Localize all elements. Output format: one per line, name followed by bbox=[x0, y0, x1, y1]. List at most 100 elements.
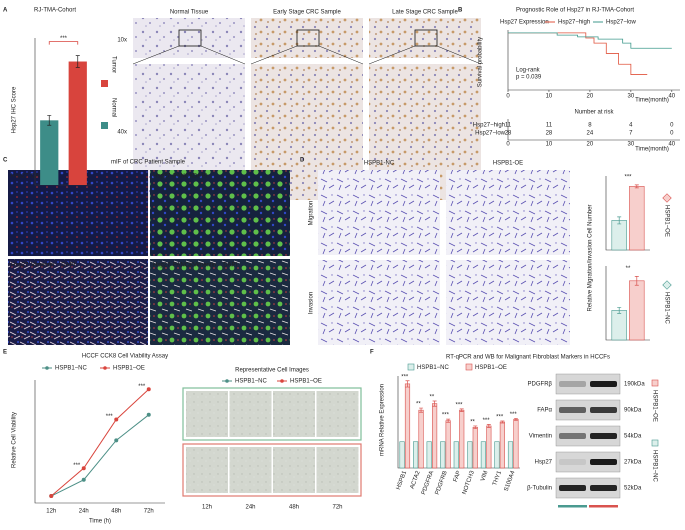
image-column-title: HSPB1-NC bbox=[364, 161, 395, 167]
bar bbox=[629, 186, 645, 251]
blot-strip bbox=[555, 451, 621, 473]
blot-strip bbox=[555, 477, 621, 499]
x-tick-label: 0 bbox=[506, 142, 510, 148]
blot-band bbox=[559, 433, 586, 439]
error-bar bbox=[513, 417, 518, 421]
risk-table-title: Number at risk bbox=[574, 110, 614, 116]
significance: *** bbox=[73, 463, 81, 469]
chart-title: RT-qPCR and WB for Malignant Fibroblast … bbox=[446, 355, 610, 361]
category-label: THY1 bbox=[492, 470, 503, 487]
protein-size: 54kDa bbox=[624, 434, 642, 440]
category-label: ACTA2 bbox=[410, 470, 422, 490]
axis bbox=[397, 376, 520, 469]
bar bbox=[453, 441, 459, 469]
risk-count: 0 bbox=[670, 123, 674, 129]
significance: ** bbox=[416, 402, 421, 408]
zoom-box bbox=[178, 29, 202, 47]
stain-label: Vimentin bbox=[31, 263, 54, 269]
image-panel-title: Representative Cell Images bbox=[235, 368, 309, 374]
magnification: 10x bbox=[117, 38, 127, 44]
bar bbox=[440, 441, 446, 469]
x-tick-label: 12h bbox=[46, 509, 56, 515]
x-axis-title: Time(month) bbox=[635, 98, 669, 104]
image-row-frame bbox=[182, 443, 362, 497]
image-row-frame bbox=[182, 387, 362, 441]
significance: ** bbox=[626, 266, 631, 272]
bar bbox=[629, 280, 645, 341]
bar bbox=[459, 409, 465, 469]
panel-letter: A bbox=[3, 8, 8, 14]
cell-image bbox=[316, 447, 359, 493]
transwell-image bbox=[318, 170, 440, 255]
x-axis-title: Time(month) bbox=[635, 147, 669, 153]
protein-size: 190kDa bbox=[624, 382, 645, 388]
zoom-box bbox=[414, 29, 438, 47]
category-label: FAP bbox=[453, 470, 463, 483]
ihc-low-mag bbox=[251, 18, 363, 58]
cell-image bbox=[186, 391, 228, 437]
error-bar bbox=[617, 216, 622, 225]
x-tick-label: 20 bbox=[587, 142, 594, 148]
risk-count: 0 bbox=[670, 131, 674, 137]
y-axis-title: Relative Migration/Invasion Cell Number bbox=[588, 204, 594, 311]
y-axis-title: mRNA Relative Expression bbox=[380, 384, 386, 456]
significance: *** bbox=[496, 415, 504, 421]
bar bbox=[68, 61, 87, 185]
x-tick-label: 48h bbox=[111, 509, 121, 515]
legend-swatch bbox=[465, 363, 473, 371]
x-tick-label: 20 bbox=[587, 94, 594, 100]
chart-title: Prognostic Role of Hsp27 in RJ-TMA-Cohor… bbox=[516, 8, 634, 14]
zoom-line bbox=[250, 45, 364, 65]
protein-label: β-Tubulin bbox=[527, 486, 552, 492]
bar bbox=[480, 441, 486, 469]
legend-label: HSPB1−OE bbox=[475, 365, 507, 371]
legend-label: HSPB1−OE bbox=[651, 390, 657, 422]
risk-count: 28 bbox=[546, 131, 553, 137]
x-tick-label: 30 bbox=[628, 142, 635, 148]
blot-band bbox=[590, 407, 617, 413]
cell-image bbox=[229, 447, 272, 493]
significance-bracket bbox=[48, 41, 79, 45]
legend-swatch bbox=[662, 193, 672, 203]
error-bar bbox=[419, 407, 424, 413]
legend-label: Normal bbox=[110, 98, 116, 117]
error-bar bbox=[473, 425, 478, 429]
x-axis-title: Time (h) bbox=[89, 519, 111, 525]
panel-letter: F bbox=[370, 350, 374, 356]
stain-label: Hsp27 bbox=[11, 263, 29, 269]
bar bbox=[467, 441, 473, 469]
bar bbox=[472, 426, 478, 469]
bar bbox=[40, 120, 59, 185]
risk-count: 24 bbox=[587, 131, 594, 137]
point bbox=[49, 494, 54, 499]
cell-image bbox=[229, 391, 272, 437]
protein-size: 27kDa bbox=[624, 460, 642, 466]
bar bbox=[611, 310, 627, 341]
bar bbox=[426, 441, 432, 469]
point bbox=[146, 387, 151, 392]
significance: *** bbox=[455, 402, 463, 408]
blot-band bbox=[590, 433, 617, 439]
legend-swatch bbox=[651, 439, 659, 447]
risk-count: 11 bbox=[505, 123, 512, 129]
bar bbox=[507, 441, 514, 469]
category-label: NOTCH3 bbox=[462, 470, 476, 496]
annotation: p = 0.039 bbox=[516, 75, 542, 81]
error-bar bbox=[459, 408, 464, 412]
risk-count: 4 bbox=[629, 123, 633, 129]
annotation: Log-rank bbox=[516, 68, 541, 74]
cell-image bbox=[316, 391, 359, 437]
series-line bbox=[51, 414, 150, 497]
time-label: 12h bbox=[202, 505, 212, 511]
protein-label: Hsp27 bbox=[535, 460, 553, 466]
legend-title: Hsp27 Expression bbox=[500, 20, 549, 26]
legend-marker bbox=[280, 379, 284, 383]
significance: *** bbox=[60, 36, 68, 42]
risk-count: 28 bbox=[505, 131, 512, 137]
blot-band bbox=[559, 407, 586, 413]
legend-label: HSPB1−OE bbox=[663, 205, 669, 237]
error-bar bbox=[634, 184, 639, 189]
ihc-low-mag bbox=[133, 18, 245, 58]
protein-label: Vimentin bbox=[529, 434, 552, 440]
